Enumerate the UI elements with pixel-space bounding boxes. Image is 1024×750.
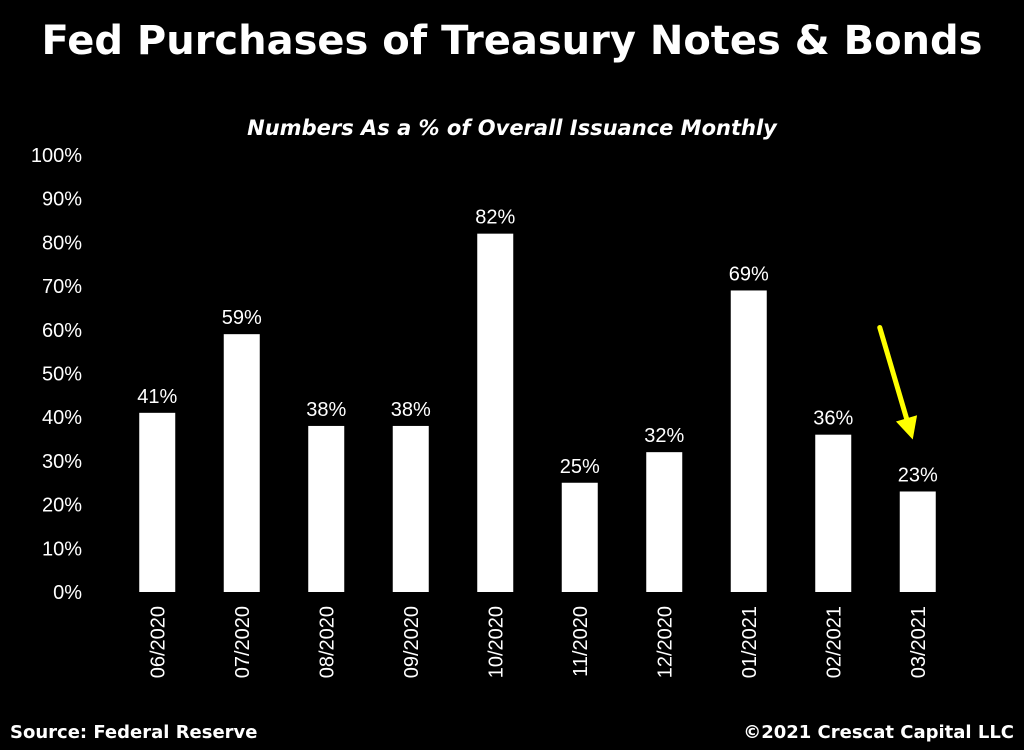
x-tick-label: 07/2020	[232, 606, 254, 678]
x-tick-label: 03/2021	[908, 606, 930, 678]
annotation-arrow	[877, 324, 918, 440]
x-tick-label: 12/2020	[654, 606, 676, 678]
bar	[477, 233, 514, 592]
x-tick-label: 11/2020	[570, 606, 592, 677]
copyright-note: ©2021 Crescat Capital LLC	[743, 722, 1014, 743]
x-tick-label: 02/2021	[823, 606, 845, 678]
x-tick-label: 08/2020	[316, 606, 338, 678]
y-tick-label: 10%	[42, 538, 82, 560]
y-tick-label: 90%	[42, 189, 82, 211]
chart-subtitle: Numbers As a % of Overall Issuance Month…	[247, 116, 777, 140]
bar	[815, 434, 852, 592]
y-axis-ticks: 0% 10% 20% 30% 40% 50% 60% 70% 80% 90% 100%	[31, 145, 82, 604]
data-label: 69%	[729, 263, 769, 285]
data-label: 23%	[898, 464, 938, 486]
y-tick-label: 30%	[42, 451, 82, 473]
bar	[730, 290, 767, 592]
data-label: 38%	[306, 399, 346, 421]
arrow-head	[895, 415, 918, 440]
data-label: 36%	[813, 408, 853, 430]
value-labels: 41% 59% 38% 38% 82% 25% 32% 69% 36% 23%	[137, 207, 938, 487]
data-label: 32%	[644, 425, 684, 447]
y-tick-label: 100%	[31, 145, 82, 167]
chart-title: Fed Purchases of Treasury Notes & Bonds	[41, 18, 983, 64]
bar	[899, 491, 936, 592]
bar	[392, 425, 429, 592]
x-axis-ticks: 06/2020 07/2020 08/2020 09/2020 10/2020 11/20…	[147, 606, 930, 678]
y-tick-label: 50%	[42, 364, 82, 386]
bar	[223, 334, 260, 592]
arrow-shaft	[877, 324, 910, 421]
data-label: 25%	[560, 456, 600, 478]
y-tick-label: 60%	[42, 320, 82, 342]
bar	[646, 452, 683, 592]
bar	[308, 425, 345, 592]
data-label: 41%	[137, 386, 177, 408]
data-label: 82%	[475, 207, 515, 229]
source-note: Source: Federal Reserve	[10, 722, 258, 743]
data-label: 38%	[391, 399, 431, 421]
data-label: 59%	[222, 307, 262, 329]
x-tick-label: 06/2020	[147, 606, 169, 678]
y-tick-label: 80%	[42, 232, 82, 254]
x-tick-label: 09/2020	[401, 606, 423, 678]
bar	[561, 482, 598, 592]
x-tick-label: 10/2020	[485, 606, 507, 678]
y-tick-label: 0%	[53, 582, 82, 604]
y-tick-label: 20%	[42, 495, 82, 517]
y-tick-label: 70%	[42, 276, 82, 298]
y-tick-label: 40%	[42, 407, 82, 429]
bar	[139, 412, 176, 592]
x-tick-label: 01/2021	[739, 606, 761, 678]
bars	[139, 233, 936, 592]
